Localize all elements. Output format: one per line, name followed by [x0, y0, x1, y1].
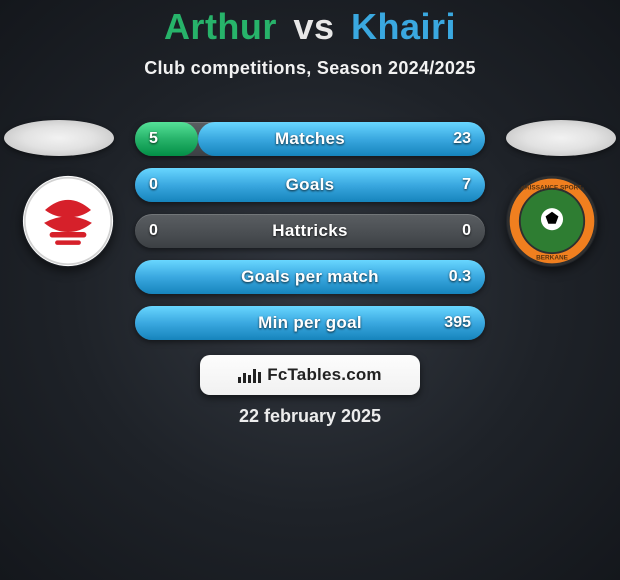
stat-row: Matches5 23 [135, 122, 485, 156]
player1-photo-placeholder [4, 120, 114, 156]
berkane-badge-icon: RENAISSANCE SPORTIVE BERKANE [506, 175, 598, 267]
title-player2: Khairi [351, 6, 456, 47]
stat-value-player2: 23 [453, 122, 471, 156]
comparison-rows: Matches523Goals07Hattricks00Goals per ma… [135, 122, 485, 352]
stat-row: Goals0 7 [135, 168, 485, 202]
subtitle: Club competitions, Season 2024/2025 [0, 58, 620, 79]
stat-value-player1: 0 [149, 214, 158, 248]
stat-label: Goals [135, 168, 485, 202]
stat-label: Goals per match [135, 260, 485, 294]
stat-row: Min per goal395 [135, 306, 485, 340]
svg-text:RENAISSANCE SPORTIVE: RENAISSANCE SPORTIVE [511, 185, 593, 192]
date-text: 22 february 2025 [0, 406, 620, 427]
page-title: Arthur vs Khairi [0, 6, 620, 48]
stat-label: Min per goal [135, 306, 485, 340]
stat-value-player2: 0 [462, 214, 471, 248]
stat-value-player2: 7 [462, 168, 471, 202]
stat-label: Matches [135, 122, 485, 156]
stat-row: Hattricks0 0 [135, 214, 485, 248]
stat-value-player1: 0 [149, 168, 158, 202]
svg-text:BERKANE: BERKANE [536, 255, 569, 262]
wydad-badge-icon [22, 175, 114, 267]
stat-label: Hattricks [135, 214, 485, 248]
stat-value-player2: 395 [444, 306, 471, 340]
bar-chart-icon [238, 367, 261, 383]
player2-photo-placeholder [506, 120, 616, 156]
title-player1: Arthur [164, 6, 277, 47]
stat-value-player2: 0.3 [449, 260, 471, 294]
brand-box: FcTables.com [200, 355, 420, 395]
brand-text: FcTables.com [267, 365, 382, 385]
stat-row: Goals per match0.3 [135, 260, 485, 294]
club-badge-left [22, 175, 114, 267]
title-vs: vs [293, 6, 334, 47]
club-badge-right: RENAISSANCE SPORTIVE BERKANE [506, 175, 598, 267]
stat-value-player1: 5 [149, 122, 158, 156]
